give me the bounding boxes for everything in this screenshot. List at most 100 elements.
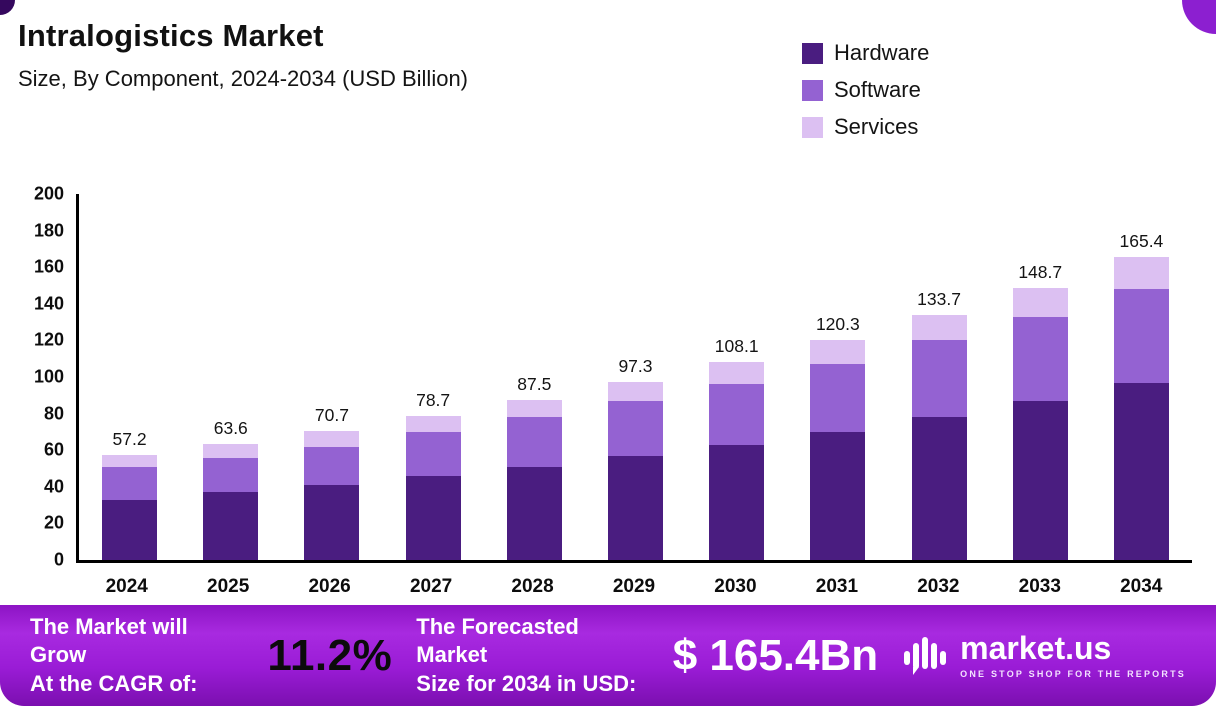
brand-waveform-icon: [904, 636, 947, 675]
legend-item-software: Software: [802, 77, 929, 103]
y-tick-label: 120: [33, 329, 64, 350]
bar-total-label: 108.1: [714, 336, 759, 357]
bar-segment-hardware: [506, 466, 562, 560]
stacked-bar: [911, 315, 967, 560]
x-tick-label: 2027: [409, 576, 453, 597]
legend-label: Hardware: [834, 40, 930, 65]
bar-segment-services: [304, 430, 360, 447]
bar-segment-software: [607, 400, 663, 456]
bar-group-2030: 108.1: [686, 336, 787, 560]
bar-total-label: 78.7: [416, 390, 451, 411]
bar-segment-services: [102, 455, 158, 467]
forecast-label-line1: The Forecasted Market: [416, 613, 579, 668]
brand-tagline: ONE STOP SHOP FOR THE REPORTS: [960, 669, 1186, 679]
legend-item-services: Services: [802, 114, 929, 140]
plot-area: 57.2 63.6 70.7 78.7 87.5 97.3 108.1 120.3 133.7 1…: [76, 194, 1192, 563]
chart-area: 0 20 40 60 80 100 120 140 160 180 200 57.2 63.6 70.7…: [18, 184, 1192, 598]
y-tick-label: 140: [33, 293, 64, 314]
y-tick-label: 80: [43, 403, 64, 424]
x-tick-label: 2026: [308, 576, 351, 597]
y-tick-label: 60: [43, 439, 64, 460]
bar-segment-hardware: [810, 431, 866, 560]
cagr-label-line1: The Market will Grow: [30, 613, 188, 668]
x-axis-labels: 2024 2025 2026 2027 2028 2029 2030 2031 2032 2033…: [76, 576, 1192, 598]
bar-group-2025: 63.6: [180, 418, 281, 560]
y-tick-label: 100: [33, 366, 64, 387]
x-tick-label: 2033: [1018, 576, 1061, 597]
bar-segment-software: [102, 466, 158, 500]
bar-segment-hardware: [911, 417, 967, 560]
bar-segment-services: [709, 362, 765, 385]
x-tick-label: 2025: [207, 576, 250, 597]
stacked-bar: [1113, 257, 1169, 560]
bar-segment-hardware: [304, 484, 360, 560]
chart-header: Intralogistics Market Size, By Component…: [0, 0, 1216, 148]
bar-segment-hardware: [203, 492, 259, 560]
x-tick-label: 2034: [1120, 576, 1163, 597]
x-tick-label: 2031: [815, 576, 859, 597]
bar-segment-software: [911, 340, 967, 418]
cagr-label-line2: At the CAGR of:: [30, 670, 198, 696]
bar-group-2033: 148.7: [990, 262, 1091, 560]
bar-segment-hardware: [102, 499, 158, 560]
legend-swatch: [802, 42, 823, 64]
cagr-label: The Market will Grow At the CAGR of:: [30, 613, 243, 699]
bar-segment-services: [203, 443, 259, 458]
legend-swatch: [802, 79, 823, 101]
bar-total-label: 63.6: [213, 417, 248, 438]
bar-segment-software: [405, 431, 461, 476]
bar-segment-software: [506, 417, 562, 467]
forecast-label-line2: Size for 2034 in USD:: [416, 670, 637, 696]
footer-banner: The Market will Grow At the CAGR of: 11.…: [0, 605, 1216, 706]
bar-group-2027: 78.7: [383, 390, 484, 560]
bar-group-2034: 165.4: [1091, 231, 1192, 560]
bar-group-2026: 70.7: [281, 405, 382, 560]
y-tick-label: 200: [33, 183, 64, 204]
bar-segment-hardware: [1113, 382, 1169, 560]
plot-column: 57.2 63.6 70.7 78.7 87.5 97.3 108.1 120.3 133.7 1…: [76, 194, 1192, 598]
bar-group-2031: 120.3: [787, 314, 888, 560]
x-tick-label: 2030: [714, 576, 757, 597]
bar-total-label: 165.4: [1119, 231, 1164, 252]
bar-total-label: 148.7: [1018, 261, 1063, 282]
y-tick-label: 180: [33, 220, 64, 241]
forecast-label: The Forecasted Market Size for 2034 in U…: [416, 613, 648, 699]
bar-segment-software: [1113, 289, 1169, 383]
bar-total-label: 57.2: [112, 429, 147, 450]
x-tick-label: 2028: [511, 576, 554, 597]
bar-total-label: 70.7: [314, 404, 349, 425]
page-subtitle: Size, By Component, 2024-2034 (USD Billi…: [18, 66, 469, 91]
y-tick-label: 40: [43, 476, 64, 497]
forecast-value: $ 165.4Bn: [672, 630, 879, 680]
legend: Hardware Software Services: [802, 40, 929, 140]
bar-segment-services: [506, 399, 562, 418]
brand-logo: market.us ONE STOP SHOP FOR THE REPORTS: [902, 632, 1186, 679]
x-tick-label: 2024: [105, 576, 148, 597]
stacked-bar: [405, 416, 461, 560]
bar-group-2028: 87.5: [484, 374, 585, 560]
legend-swatch: [802, 116, 823, 138]
bar-total-label: 87.5: [517, 373, 552, 394]
stacked-bar: [607, 381, 663, 560]
bar-segment-services: [607, 381, 663, 401]
bar-segment-hardware: [1012, 400, 1068, 560]
bar-segment-software: [203, 457, 259, 493]
bar-segment-software: [304, 446, 360, 485]
brand-text: market.us ONE STOP SHOP FOR THE REPORTS: [960, 632, 1186, 679]
x-tick-label: 2032: [917, 576, 960, 597]
legend-item-hardware: Hardware: [802, 40, 929, 66]
bar-segment-hardware: [405, 475, 461, 560]
bar-segment-services: [810, 339, 866, 365]
y-tick-label: 160: [33, 256, 64, 277]
x-tick-label: 2029: [612, 576, 656, 597]
legend-label: Software: [834, 77, 921, 102]
bar-total-label: 133.7: [917, 289, 961, 310]
bar-segment-services: [911, 315, 967, 341]
brand-name: market.us: [960, 630, 1112, 666]
stacked-bar: [1012, 287, 1068, 560]
bar-total-label: 120.3: [815, 313, 860, 334]
stacked-bar: [203, 443, 259, 560]
bar-group-2029: 97.3: [585, 356, 686, 560]
stacked-bar: [506, 399, 562, 560]
bar-segment-services: [1012, 287, 1068, 317]
